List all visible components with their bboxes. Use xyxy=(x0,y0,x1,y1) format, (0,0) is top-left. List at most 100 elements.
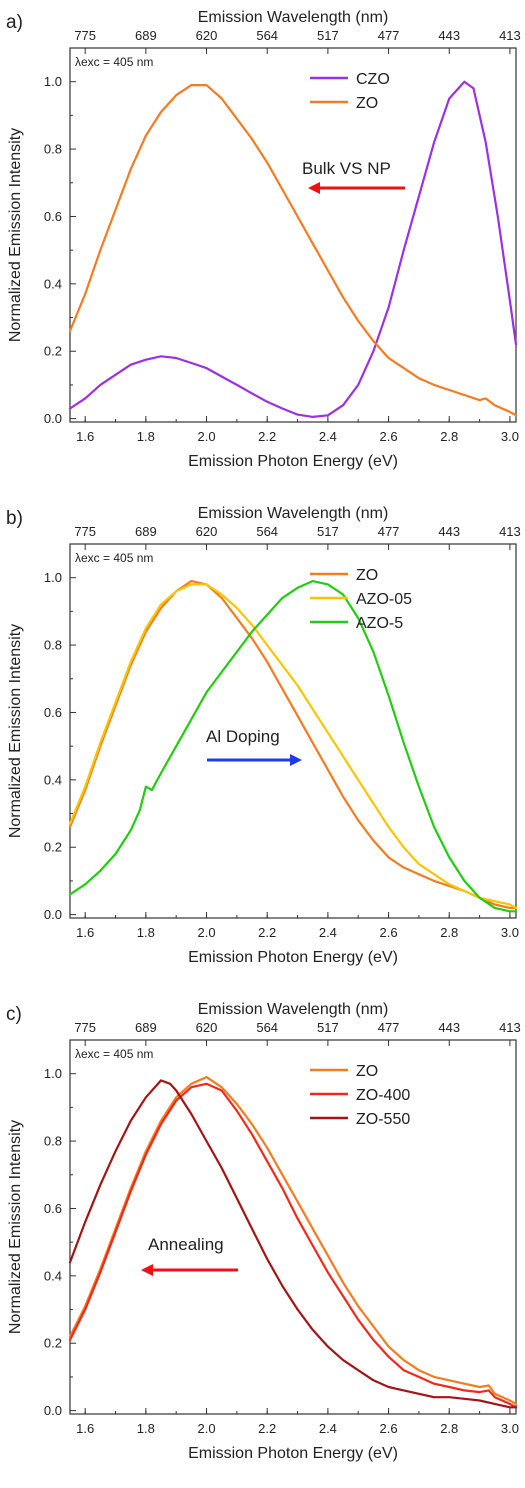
y-tick-label: 1.0 xyxy=(44,74,62,89)
legend-label: ZO xyxy=(356,1063,378,1080)
y-tick-label: 0.0 xyxy=(44,1403,62,1418)
top-axis-title: Emission Wavelength (nm) xyxy=(198,505,389,522)
x-tick-label: 3.0 xyxy=(501,429,519,444)
y-tick-label: 0.0 xyxy=(44,411,62,426)
y-tick-label: 0.6 xyxy=(44,705,62,720)
top-tick-label: 443 xyxy=(438,1020,460,1035)
legend-label: AZO-05 xyxy=(356,591,412,608)
annotation-text: Al Doping xyxy=(206,727,280,746)
x-tick-label: 2.8 xyxy=(440,1421,458,1436)
x-tick-label: 2.6 xyxy=(380,429,398,444)
annotation-text: Annealing xyxy=(148,1235,224,1254)
top-tick-label: 620 xyxy=(196,28,218,43)
annotation-arrow-head xyxy=(141,1264,153,1276)
excitation-label: λexc = 405 nm xyxy=(75,1047,153,1061)
x-tick-label: 2.8 xyxy=(440,429,458,444)
x-axis-title: Emission Photon Energy (eV) xyxy=(188,453,398,470)
y-tick-label: 0.4 xyxy=(44,276,62,291)
y-tick-label: 0.6 xyxy=(44,1201,62,1216)
y-tick-label: 0.8 xyxy=(44,1134,62,1149)
x-tick-label: 2.0 xyxy=(197,1421,215,1436)
legend-label: ZO-400 xyxy=(356,1087,410,1104)
panel-label: a) xyxy=(6,12,23,33)
top-tick-label: 689 xyxy=(135,1020,157,1035)
x-tick-label: 2.6 xyxy=(380,1421,398,1436)
y-tick-label: 0.2 xyxy=(44,1336,62,1351)
excitation-label: λexc = 405 nm xyxy=(75,551,153,565)
y-tick-label: 0.8 xyxy=(44,142,62,157)
x-tick-label: 1.8 xyxy=(137,429,155,444)
legend-label: ZO-550 xyxy=(356,1111,410,1128)
chart-panel: b) Emission Wavelength (nm) 1.6 1.8 2.0 2.2 2.… xyxy=(6,505,521,966)
top-tick-label: 620 xyxy=(196,1020,218,1035)
series-line-zo xyxy=(68,580,518,909)
annotation-arrow-head xyxy=(290,754,302,766)
excitation-label: λexc = 405 nm xyxy=(75,55,153,69)
top-tick-label: 689 xyxy=(135,524,157,539)
top-tick-label: 477 xyxy=(378,28,400,43)
x-axis-title: Emission Photon Energy (eV) xyxy=(188,949,398,966)
legend-label: CZO xyxy=(356,71,390,88)
x-tick-label: 2.6 xyxy=(380,925,398,940)
series-line-zo xyxy=(68,1076,518,1405)
y-tick-label: 1.0 xyxy=(44,570,62,585)
plot-frame xyxy=(69,1039,517,1415)
annotation-arrow-head xyxy=(308,182,320,194)
x-tick-label: 1.6 xyxy=(76,1421,94,1436)
panel-label: c) xyxy=(6,1004,22,1025)
top-axis-title: Emission Wavelength (nm) xyxy=(198,9,389,26)
annotation-text: Bulk VS NP xyxy=(302,159,391,178)
top-tick-label: 564 xyxy=(256,28,278,43)
top-tick-label: 620 xyxy=(196,524,218,539)
y-tick-label: 0.6 xyxy=(44,209,62,224)
y-tick-label: 0.8 xyxy=(44,638,62,653)
x-tick-label: 1.8 xyxy=(137,925,155,940)
x-tick-label: 3.0 xyxy=(501,925,519,940)
top-tick-label: 413 xyxy=(499,524,521,539)
chart-panel: a) Emission Wavelength (nm) 1.6 1.8 2.0 2.2 2.… xyxy=(6,9,521,470)
x-tick-label: 2.0 xyxy=(197,925,215,940)
legend-label: ZO xyxy=(356,567,378,584)
x-tick-label: 2.2 xyxy=(258,925,276,940)
y-tick-label: 1.0 xyxy=(44,1066,62,1081)
x-tick-label: 2.4 xyxy=(319,925,337,940)
y-tick-label: 0.4 xyxy=(44,772,62,787)
top-tick-label: 689 xyxy=(135,28,157,43)
x-tick-label: 2.4 xyxy=(319,429,337,444)
x-tick-label: 2.0 xyxy=(197,429,215,444)
top-tick-label: 477 xyxy=(378,1020,400,1035)
legend-label: AZO-5 xyxy=(356,615,403,632)
x-tick-label: 2.2 xyxy=(258,1421,276,1436)
top-tick-label: 775 xyxy=(74,1020,96,1035)
top-tick-label: 413 xyxy=(499,28,521,43)
series-line-zo-550 xyxy=(68,1079,518,1409)
y-tick-label: 0.2 xyxy=(44,344,62,359)
top-tick-label: 443 xyxy=(438,28,460,43)
y-tick-label: 0.4 xyxy=(44,1268,62,1283)
panel-label: b) xyxy=(6,508,23,529)
x-axis-title: Emission Photon Energy (eV) xyxy=(188,1445,398,1462)
chart-panel: c) Emission Wavelength (nm) 1.6 1.8 2.0 2.2 2.… xyxy=(6,1001,521,1462)
plot-frame xyxy=(69,47,517,423)
top-tick-label: 517 xyxy=(317,28,339,43)
top-tick-label: 517 xyxy=(317,1020,339,1035)
top-tick-label: 477 xyxy=(378,524,400,539)
top-tick-label: 413 xyxy=(499,1020,521,1035)
y-axis-title: Normalized Emission Intensity xyxy=(7,1120,24,1334)
y-axis-title: Normalized Emission Intensity xyxy=(7,624,24,838)
legend-label: ZO xyxy=(356,95,378,112)
series-line-zo-400 xyxy=(68,1082,518,1409)
y-axis-title: Normalized Emission Intensity xyxy=(7,128,24,342)
series-line-azo-05 xyxy=(68,583,518,909)
x-tick-label: 2.2 xyxy=(258,429,276,444)
top-tick-label: 443 xyxy=(438,524,460,539)
series-line-azo-5 xyxy=(68,580,518,913)
x-tick-label: 3.0 xyxy=(501,1421,519,1436)
x-tick-label: 1.6 xyxy=(76,429,94,444)
x-tick-label: 1.6 xyxy=(76,925,94,940)
y-tick-label: 0.2 xyxy=(44,840,62,855)
y-tick-label: 0.0 xyxy=(44,907,62,922)
top-tick-label: 564 xyxy=(256,1020,278,1035)
series-line-zo xyxy=(68,84,518,417)
